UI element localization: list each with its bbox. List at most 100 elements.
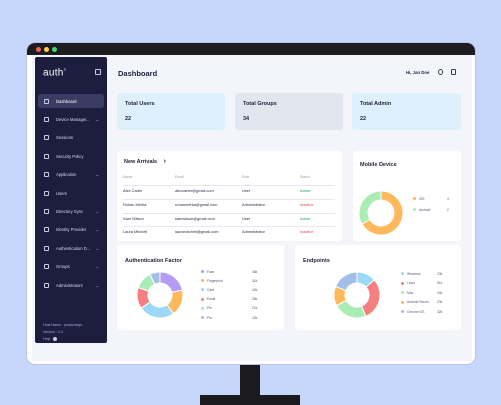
dashboard-icon [44,98,49,104]
sidebar-item-label: Identity Provider [56,227,87,233]
application-icon [44,172,49,178]
legend-swatch [401,300,404,304]
maximize-dot-icon[interactable] [52,47,57,52]
cell-role: Administrator [242,201,265,207]
chevron-down-icon: ⌄ [95,264,99,270]
minimize-dot-icon[interactable] [44,47,49,52]
sidebar: authx Dashboard Device Manager... ⌄ Session… [35,57,107,343]
column-header-role: Role [242,175,250,179]
user-greeting[interactable]: Hi, Jan Doe [406,70,430,75]
total-groups-label: Total Groups [243,101,277,107]
total-admin-label: Total Admin [360,101,392,107]
chevron-right-icon: › [163,158,166,165]
sidebar-item-users[interactable]: Users [38,186,104,200]
monitor-frame: authx Dashboard Device Manager... ⌄ Session… [26,42,476,365]
mobile-device-panel: Mobile Device iOS 4 Android 2 [353,151,461,241]
row-divider [123,185,335,186]
total-users-value: 22 [125,116,132,122]
cell-status: Inactive [300,229,314,235]
legend-swatch [401,272,404,275]
legend-value: 12k [252,315,258,320]
cell-name: Alex Carter [123,188,143,193]
sessions-icon [44,135,49,141]
total-groups-value: 34 [243,116,250,122]
endpoints-title: Endpoints [303,258,330,264]
legend-label: Card [207,287,215,292]
legend-swatch [401,291,404,294]
authentication-factor-panel: Authentication Factor Face 36k Fingerprint… [117,245,284,330]
legend-label: Email [207,297,216,302]
cell-email: lauramitchell@gmail.com [175,229,219,235]
total-users-label: Total Users [125,101,155,107]
sidebar-item-groups[interactable]: Groups ⌄ [38,260,104,274]
help-link[interactable]: Help [43,337,58,342]
window-titlebar [27,43,475,55]
authentication-factor-title: Authentication Factor [125,258,182,264]
column-header-name: Name [123,175,133,179]
sidebar-item-administrators[interactable]: Administrators ⌄ [38,278,104,292]
total-admin-value: 22 [360,116,367,122]
legend-swatch [201,297,204,301]
sidebar-item-label: Sessions [56,135,73,141]
sidebar-item-security-policy[interactable]: Security Policy [38,149,104,163]
legend-swatch [201,316,204,319]
app-screen: authx Dashboard Device Manager... ⌄ Session… [32,55,472,361]
sidebar-item-identity-provider[interactable]: Identity Provider ⌄ [38,223,104,237]
new-arrivals-panel: New Arrivals › Name Email Role Status Alex C… [117,151,342,241]
legend-value: 40k [437,290,443,295]
total-groups-card[interactable]: Total Groups 34 [235,93,343,130]
chart2-slice-4 [334,271,358,292]
page-title: Dashboard [118,69,158,78]
legend-label: Pin [207,306,212,311]
legend-value: 4 [447,196,449,201]
legend-label: Windows [407,271,421,276]
close-dot-icon[interactable] [36,47,41,52]
sidebar-item-sessions[interactable]: Sessions [38,131,104,145]
cell-email: samwilson@gmail.com [175,215,215,221]
legend-value: 32k [437,309,443,314]
chevron-down-icon: ⌄ [95,227,99,233]
chart0-slice-1 [358,190,382,225]
legend-value: 51k [437,281,443,285]
legend-label: Chrome OS [407,309,425,314]
legend-value: 25k [252,297,258,302]
total-users-card[interactable]: Total Users 22 [117,93,225,130]
legend-swatch [201,279,204,283]
sidebar-item-label: Dashboard [56,98,77,104]
legend-label: Linux [407,281,415,285]
sidebar-item-dashboard[interactable]: Dashboard [38,94,104,108]
new-arrivals-title[interactable]: New Arrivals › [124,158,166,165]
legend-label: Pin [207,315,212,320]
cell-status: Inactive [300,201,314,207]
cell-role: Administrator [242,229,265,235]
legend-value: 23k [437,271,443,276]
sidebar-item-label: Security Policy [56,153,84,159]
legend-label: Face [207,269,215,274]
sidebar-item-application[interactable]: Application ⌄ [38,168,104,182]
sidebar-item-label: Device Manager... [56,116,90,122]
host-name-text: Host Name : productwys [43,323,83,327]
identity-provider-icon [44,227,49,233]
sidebar-item-label: Administrators [56,282,83,288]
sidebar-item-label: Groups [56,264,70,270]
legend-swatch [201,306,204,310]
sidebar-item-directory-sync[interactable]: Directory Sync ⌄ [38,204,104,218]
legend-label: Mac [407,290,414,295]
logout-icon[interactable] [451,69,456,75]
legend-label: Android [419,207,431,212]
sidebar-item-label: Application [56,172,77,178]
column-header-status: Status [300,175,310,179]
cell-name: Sam Wilson [123,215,144,221]
version-text: Version : 2.4 [43,330,63,334]
row-divider [123,198,335,200]
sidebar-collapse-icon[interactable] [95,69,101,75]
legend-swatch [413,208,416,211]
sidebar-item-device-manager[interactable]: Device Manager... ⌄ [38,112,104,126]
app-logo: authx [43,67,67,79]
refresh-icon[interactable] [438,69,443,75]
legend-value: 36k [252,269,258,274]
sidebar-item-authentication-d[interactable]: Authentication D... ⌄ [38,241,104,255]
total-admin-card[interactable]: Total Admin 22 [352,93,461,130]
legend-value: 21k [252,306,258,311]
legend-swatch [401,281,404,285]
